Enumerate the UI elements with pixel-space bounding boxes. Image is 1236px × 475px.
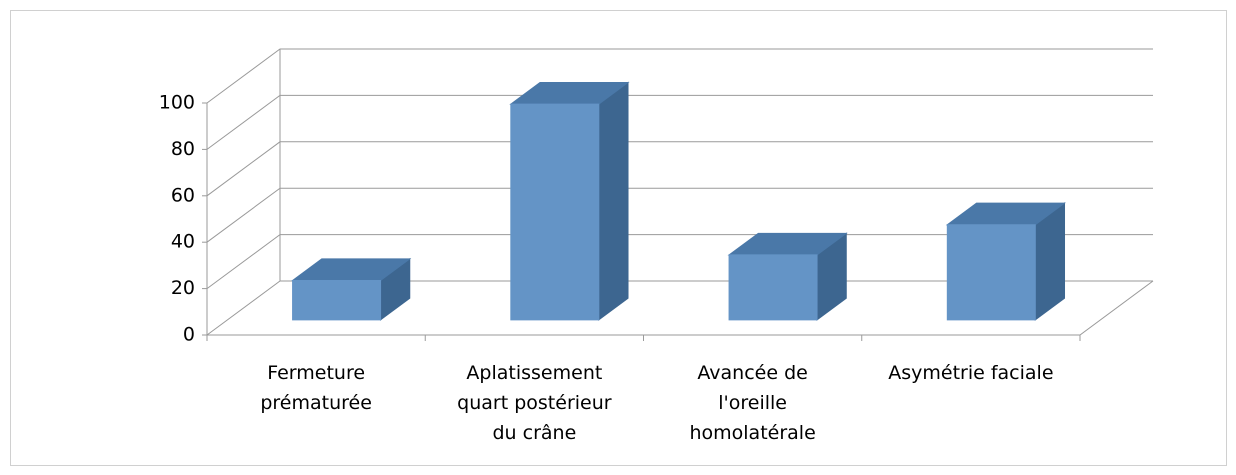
grid-line xyxy=(206,280,1153,336)
grid-line xyxy=(206,48,1153,104)
y-tick-label: 20 xyxy=(171,277,195,299)
grid-line xyxy=(206,234,1153,290)
bar-front xyxy=(510,103,600,321)
bar xyxy=(727,232,848,321)
bar xyxy=(945,202,1067,321)
bar-front xyxy=(728,254,818,321)
y-tick-label: 100 xyxy=(159,92,195,114)
y-tick-label: 80 xyxy=(171,138,195,160)
bar xyxy=(509,81,630,321)
grid-line xyxy=(206,94,1153,150)
grid-line xyxy=(206,187,1153,243)
bar xyxy=(291,257,412,321)
bar-side xyxy=(598,81,629,321)
bar-front xyxy=(292,279,382,321)
y-tick-label: 40 xyxy=(171,231,195,253)
x-tick-label: Fermeture prématurée xyxy=(260,362,372,414)
x-tick-label: Aplatissement quart postérieur du crâne xyxy=(457,362,612,444)
grid-line xyxy=(206,141,1153,197)
bar-front xyxy=(946,224,1036,321)
chart-frame xyxy=(10,10,1227,466)
y-tick-label: 60 xyxy=(171,184,195,206)
x-tick-label: Asymétrie faciale xyxy=(888,362,1054,384)
x-tick-label: Avancée de l'oreille homolatérale xyxy=(689,362,816,444)
y-tick-label: 0 xyxy=(183,324,195,346)
